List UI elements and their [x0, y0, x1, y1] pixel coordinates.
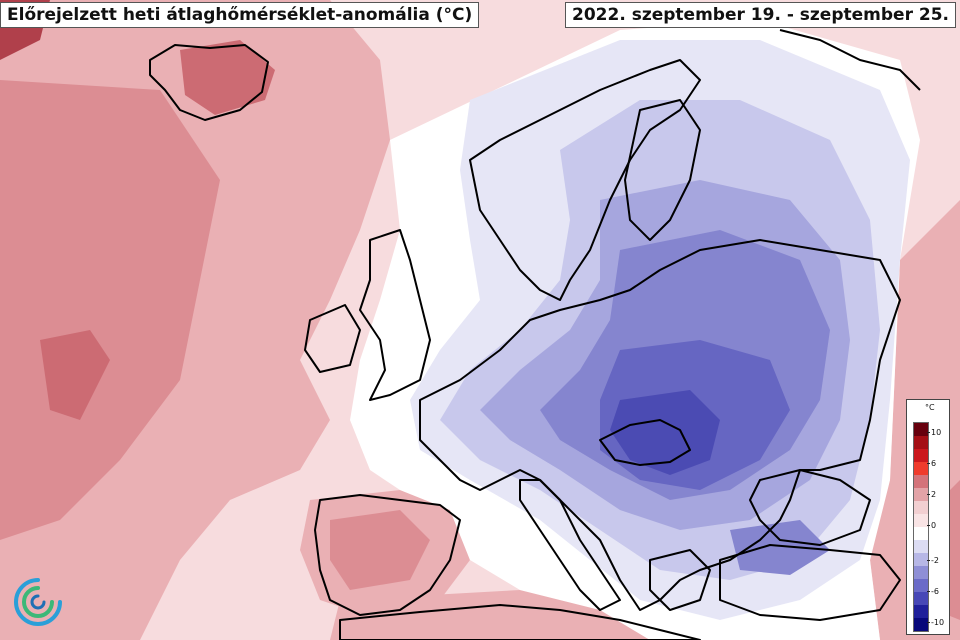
- coastline-britain: [359, 229, 431, 401]
- coastline-hungary: [599, 419, 691, 466]
- cold-region-6: [610, 390, 720, 475]
- coastline-continent: [419, 239, 901, 611]
- legend-label-0: 0: [931, 521, 937, 530]
- coastline-finland: [624, 99, 701, 241]
- legend-tick: [927, 494, 930, 495]
- legend-tick: [927, 560, 930, 561]
- coastline-iceland: [149, 44, 269, 121]
- coastline-italy: [519, 479, 621, 611]
- coastline-turkey: [719, 544, 901, 621]
- warm-region-iceland: [180, 40, 275, 115]
- date-range: 2022. szeptember 19. - szeptember 25.: [565, 2, 956, 28]
- legend-label-neg10: -10: [931, 618, 945, 627]
- legend-label-2: 2: [931, 490, 937, 499]
- warm-region-atlantic-spot: [40, 330, 110, 420]
- coastline-iberia: [314, 494, 461, 616]
- legend-tick: [927, 525, 930, 526]
- coastline-ireland: [304, 304, 361, 373]
- map-title: Előrejelzett heti átlaghőmérséklet-anomá…: [0, 2, 480, 28]
- coastline-greece: [649, 549, 711, 611]
- coastline-black-sea: [749, 469, 871, 546]
- legend-tick: [927, 463, 930, 464]
- coastline-africa: [339, 604, 701, 640]
- warm-region-iberia-core: [330, 510, 430, 590]
- swirl-logo-icon: [14, 578, 62, 626]
- legend-colorbar: [913, 422, 929, 632]
- legend-tick: [927, 432, 930, 433]
- legend-tick: [927, 591, 930, 592]
- legend-unit: °C: [925, 403, 935, 412]
- coastline-east-arctic: [779, 29, 921, 91]
- color-legend: °C 10 6 2 0 -2 -6 -10: [906, 399, 950, 635]
- warm-region-atlantic-core: [0, 80, 220, 540]
- legend-label-6: 6: [931, 459, 937, 468]
- legend-label-neg6: -6: [931, 587, 939, 596]
- legend-tick: [927, 622, 930, 623]
- legend-label-10: 10: [931, 428, 942, 437]
- coastlines: [149, 29, 921, 640]
- legend-label-neg2: -2: [931, 556, 939, 565]
- cold-region-black-sea: [730, 520, 830, 575]
